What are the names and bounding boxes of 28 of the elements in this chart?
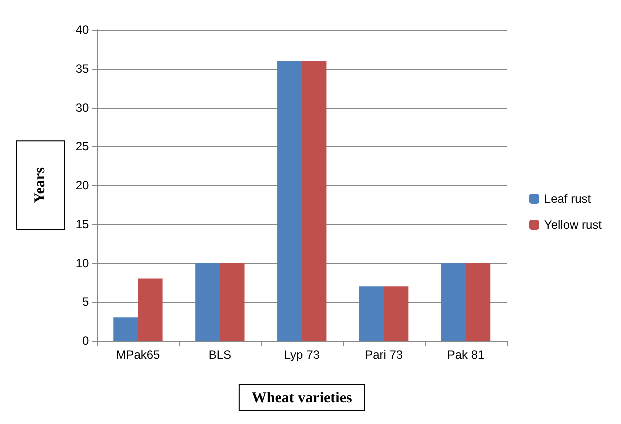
bar	[302, 61, 327, 341]
x-tick-label: MPak65	[116, 348, 161, 362]
bar	[466, 263, 491, 341]
y-axis-title: Years	[32, 167, 48, 204]
y-tick-label: 0	[82, 334, 90, 348]
bar	[359, 286, 384, 341]
y-tick-label: 40	[76, 23, 90, 37]
y-tick-label: 5	[82, 295, 90, 310]
bar	[278, 61, 302, 341]
x-tick-label: BLS	[208, 348, 232, 362]
bar	[384, 286, 409, 341]
bar	[441, 263, 466, 341]
y-tick-label: 30	[76, 100, 90, 115]
bar	[114, 318, 138, 341]
legend-label: Yellow rust	[544, 218, 603, 232]
x-tick-label: Pari 73	[365, 348, 404, 362]
bar	[138, 278, 163, 341]
y-tick-label: 25	[76, 140, 90, 154]
x-tick-label: Lyp 73	[284, 348, 320, 362]
y-tick-label: 10	[76, 256, 90, 270]
bar	[220, 263, 245, 341]
bar	[196, 263, 220, 341]
legend-label: Leaf rust	[544, 192, 592, 206]
y-tick-label: 20	[76, 178, 90, 192]
y-tick-label: 35	[76, 62, 90, 76]
y-tick-label: 15	[76, 217, 90, 232]
x-tick-label: Pak 81	[447, 348, 486, 362]
x-axis-title: Wheat varieties	[252, 390, 352, 406]
